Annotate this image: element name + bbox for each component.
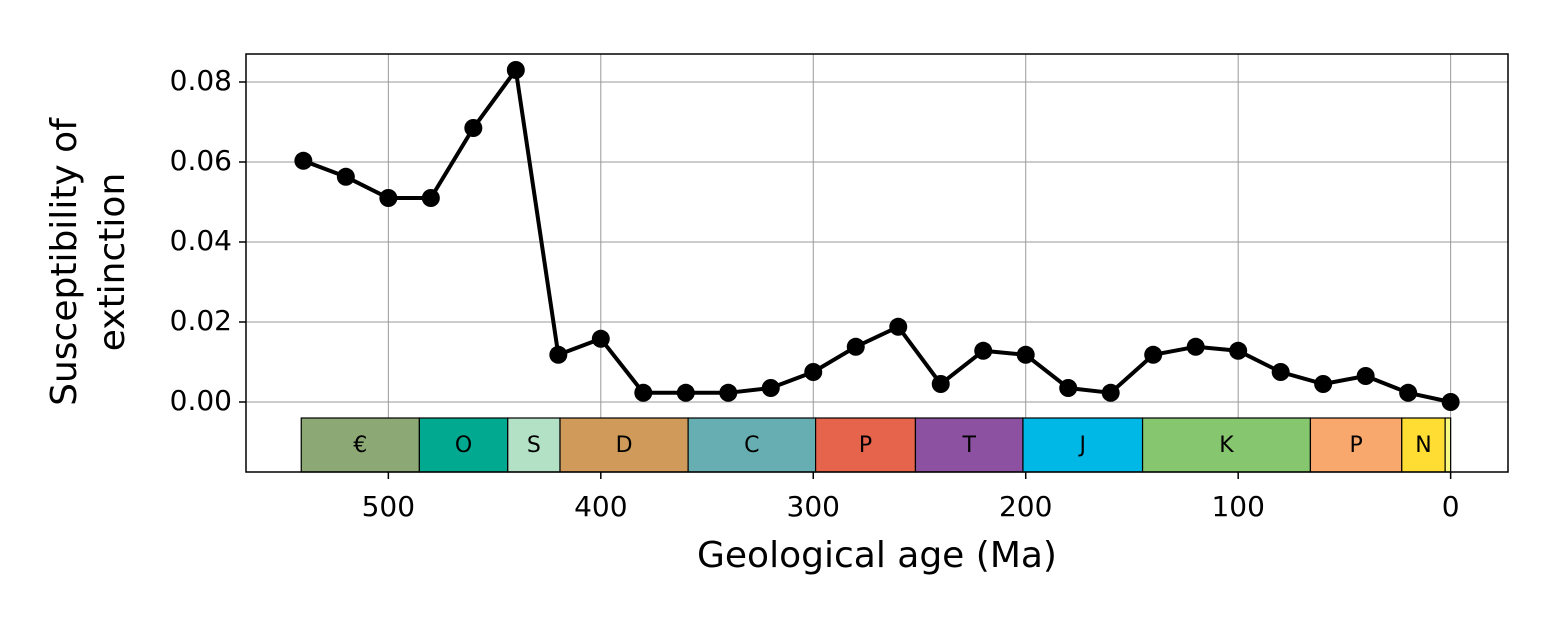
x-axis-label: Geological age (Ma) bbox=[697, 535, 1057, 576]
period-label: J bbox=[1078, 433, 1087, 458]
period-label: S bbox=[527, 433, 541, 458]
data-point bbox=[1101, 383, 1120, 402]
data-point bbox=[1271, 363, 1290, 381]
data-point bbox=[294, 151, 313, 170]
x-tick-label: 200 bbox=[999, 490, 1052, 523]
period-box bbox=[814, 417, 917, 473]
data-point bbox=[1186, 337, 1205, 356]
period-label: € bbox=[353, 433, 367, 458]
period-box bbox=[1309, 417, 1403, 473]
y-axis-label: Susceptibility of bbox=[44, 117, 85, 406]
period-label: D bbox=[616, 433, 633, 458]
data-point bbox=[506, 61, 525, 79]
x-tick-label: 500 bbox=[362, 490, 415, 523]
data-point bbox=[676, 383, 695, 402]
period-label: N bbox=[1415, 433, 1431, 458]
data-point bbox=[464, 119, 483, 137]
data-point bbox=[1441, 393, 1460, 411]
data-point bbox=[846, 337, 865, 356]
period-box bbox=[914, 417, 1024, 473]
y-tick-label: 0.06 bbox=[170, 144, 232, 177]
data-point bbox=[1356, 367, 1375, 385]
data-point bbox=[1229, 341, 1248, 360]
y-tick-label: 0.00 bbox=[170, 384, 232, 417]
period-label: P bbox=[859, 433, 872, 458]
data-point bbox=[974, 341, 993, 360]
data-point bbox=[379, 189, 398, 207]
period-label: C bbox=[744, 433, 759, 458]
y-tick-label: 0.04 bbox=[170, 224, 232, 257]
data-point bbox=[1059, 379, 1078, 397]
data-point bbox=[1016, 345, 1035, 364]
data-point bbox=[719, 383, 738, 402]
y-tick-label: 0.08 bbox=[170, 64, 232, 97]
data-point bbox=[761, 379, 780, 397]
data-point bbox=[1144, 345, 1163, 364]
data-point bbox=[421, 189, 440, 207]
data-point bbox=[336, 167, 355, 186]
period-box bbox=[559, 417, 689, 473]
period-box bbox=[1444, 417, 1452, 473]
y-axis-label: extinction bbox=[92, 173, 133, 352]
period-label: P bbox=[1349, 433, 1362, 458]
period-label: K bbox=[1219, 433, 1234, 458]
data-point bbox=[804, 363, 823, 381]
x-tick-label: 100 bbox=[1211, 490, 1264, 523]
period-box bbox=[1022, 417, 1144, 473]
x-tick-label: 400 bbox=[574, 490, 627, 523]
data-point bbox=[549, 345, 568, 364]
x-tick-label: 300 bbox=[787, 490, 840, 523]
period-label: T bbox=[961, 433, 976, 458]
data-point bbox=[1399, 383, 1418, 402]
data-line bbox=[302, 68, 1452, 404]
data-point bbox=[634, 383, 653, 402]
period-box bbox=[687, 417, 817, 473]
data-point bbox=[931, 375, 950, 393]
plot-frame bbox=[245, 53, 1509, 473]
data-point bbox=[1314, 375, 1333, 393]
period-box bbox=[507, 417, 561, 473]
x-tick-label: 0 bbox=[1442, 490, 1460, 523]
y-tick-label: 0.02 bbox=[170, 304, 232, 337]
data-point bbox=[591, 329, 610, 348]
data-point bbox=[889, 317, 908, 336]
period-label: O bbox=[455, 433, 472, 458]
